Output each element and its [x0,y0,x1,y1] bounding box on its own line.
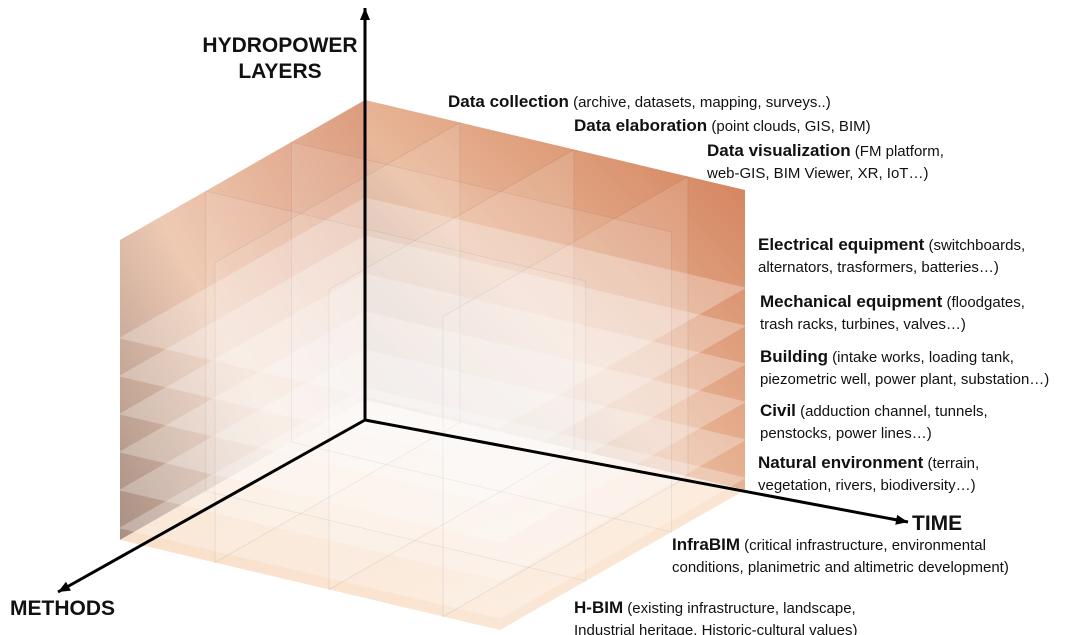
label-text: (switchboards, [928,237,1025,254]
label-line: conditions, planimetric and altimetric d… [672,559,1009,576]
label-title: Mechanical equipment [760,292,943,311]
time-axis-head [895,514,908,525]
label-line: web-GIS, BIM Viewer, XR, IoT…) [706,165,928,182]
time-slice [328,148,575,591]
label-line: Data collection (archive, datasets, mapp… [448,92,831,111]
label-title: Electrical equipment [758,235,925,254]
methods-axis-head [58,581,71,592]
label-title: Building [760,347,828,366]
label-line: Building (intake works, loading tank, [760,347,1014,366]
label-line: Data elaboration (point clouds, GIS, BIM… [574,116,871,135]
label-line: piezometric well, power plant, substatio… [760,371,1049,388]
label-text: (point clouds, GIS, BIM) [711,118,870,135]
floor [120,400,745,630]
label-line: trash racks, turbines, valves…) [760,316,966,333]
label-text: (intake works, loading tank, [832,349,1014,366]
label-text: (floodgates, [947,294,1025,311]
time-slice [442,175,689,618]
label-line: alternators, trasformers, batteries…) [758,259,999,276]
label-title: Data elaboration [574,116,707,135]
label-line: Natural environment (terrain, [758,453,979,472]
label-line: Industrial heritage, Historic-cultural v… [574,622,857,635]
label-text: (FM platform, [855,143,944,160]
layer-plane [118,273,747,505]
label-line: penstocks, power lines…) [760,425,932,442]
layer-plane [118,349,747,581]
label-title: InfraBIM [672,535,740,554]
label-line: InfraBIM (critical infrastructure, envir… [672,535,986,554]
label-line: Civil (adduction channel, tunnels, [760,401,988,420]
layer-plane [118,311,747,543]
method-slice [205,190,587,582]
label-line: Mechanical equipment (floodgates, [760,292,1025,311]
labels: HYDROPOWER LAYERS TIME METHODS Data collecti… [10,34,1049,635]
label-line: vegetation, rivers, biodiversity…) [758,477,976,494]
label-title: Data visualization [707,141,851,160]
label-title: Natural environment [758,453,924,472]
time-slice [214,121,461,564]
label-line: Data visualization (FM platform, [707,141,944,160]
label-title: Civil [760,401,796,420]
layers-axis-head [359,8,371,20]
label-text: (adduction channel, tunnels, [800,403,988,420]
axis-label: LAYERS [238,60,321,83]
axis-label: METHODS [10,597,115,620]
label-text: (terrain, [927,455,979,472]
method-slice [291,141,672,533]
label-line: Electrical equipment (switchboards, [758,235,1025,254]
layer-plane [118,197,747,429]
axis-label: TIME [912,512,962,535]
label-text: (existing infrastructure, landscape, [627,600,855,617]
methods-axis [57,418,366,594]
label-line: H-BIM (existing infrastructure, landscap… [574,598,856,617]
label-text: (archive, datasets, mapping, surveys..) [573,94,831,111]
label-title: H-BIM [574,598,623,617]
back-right-face [365,100,745,490]
label-text: (critical infrastructure, environmental [744,537,986,554]
layer-plane [118,387,747,619]
cube [57,8,909,630]
layer-plane [118,235,747,467]
label-title: Data collection [448,92,569,111]
time-axis [364,418,909,524]
axis-label: HYDROPOWER [202,34,357,57]
back-left-face [120,100,365,540]
